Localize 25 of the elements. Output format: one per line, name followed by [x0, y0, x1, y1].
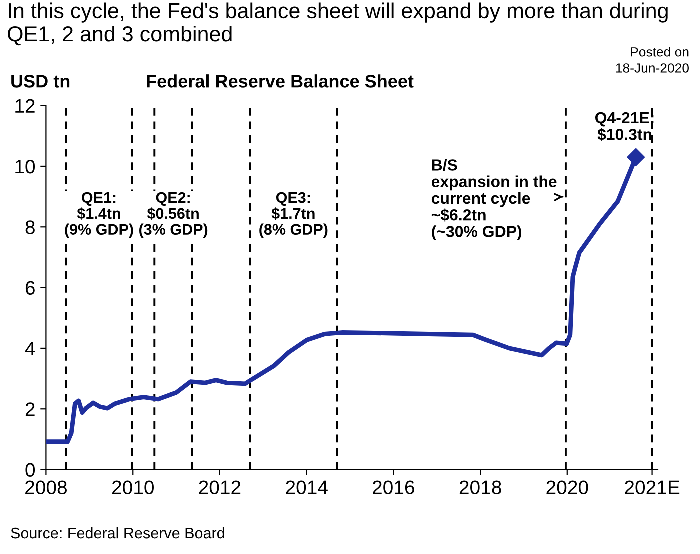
y-tick-label: 2 — [26, 402, 35, 416]
chart-title: In this cycle, the Fed's balance sheet will expand by more than during QE1, 2 and 3 combined — [8, 2, 668, 46]
y-tick-label: 6 — [26, 281, 35, 296]
x-tick-label: 2016 — [373, 480, 414, 494]
y-tick-label: 4 — [25, 342, 36, 356]
x-tick-label: 2010 — [112, 480, 154, 494]
x-tick-label: 2018 — [460, 480, 502, 494]
y-tick-label: 10 — [16, 160, 36, 174]
chart-subtitle: Federal Reserve Balance Sheet — [147, 74, 414, 88]
annotation: Q4-21E: $10.3tn — [595, 112, 654, 142]
y-tick-label: 0 — [26, 463, 36, 478]
annotation: B/S expansion in the current cycle ~$6.2tn (~30% GDP) — [432, 159, 557, 241]
annotation: QE2: $0.56tn (3% GDP) — [140, 192, 208, 238]
x-tick-label: 2008 — [26, 480, 67, 494]
y-axis-title: USD tn — [12, 75, 70, 88]
y-tick-label: 12 — [16, 99, 35, 113]
annotation: QE3: $1.7tn (8% GDP) — [260, 192, 328, 238]
text: Posted on 18-Jun-2020 — [616, 47, 689, 73]
y-tick-label: 8 — [26, 220, 35, 234]
annotation: QE1: $1.4tn (9% GDP) — [65, 192, 134, 238]
x-tick-label: 2014 — [286, 480, 328, 494]
x-tick-label: 2021E — [625, 480, 680, 494]
x-tick-label: 2012 — [199, 480, 241, 494]
source-note: Source: Federal Reserve Board — [11, 527, 224, 539]
x-tick-label: 2020 — [546, 480, 588, 494]
